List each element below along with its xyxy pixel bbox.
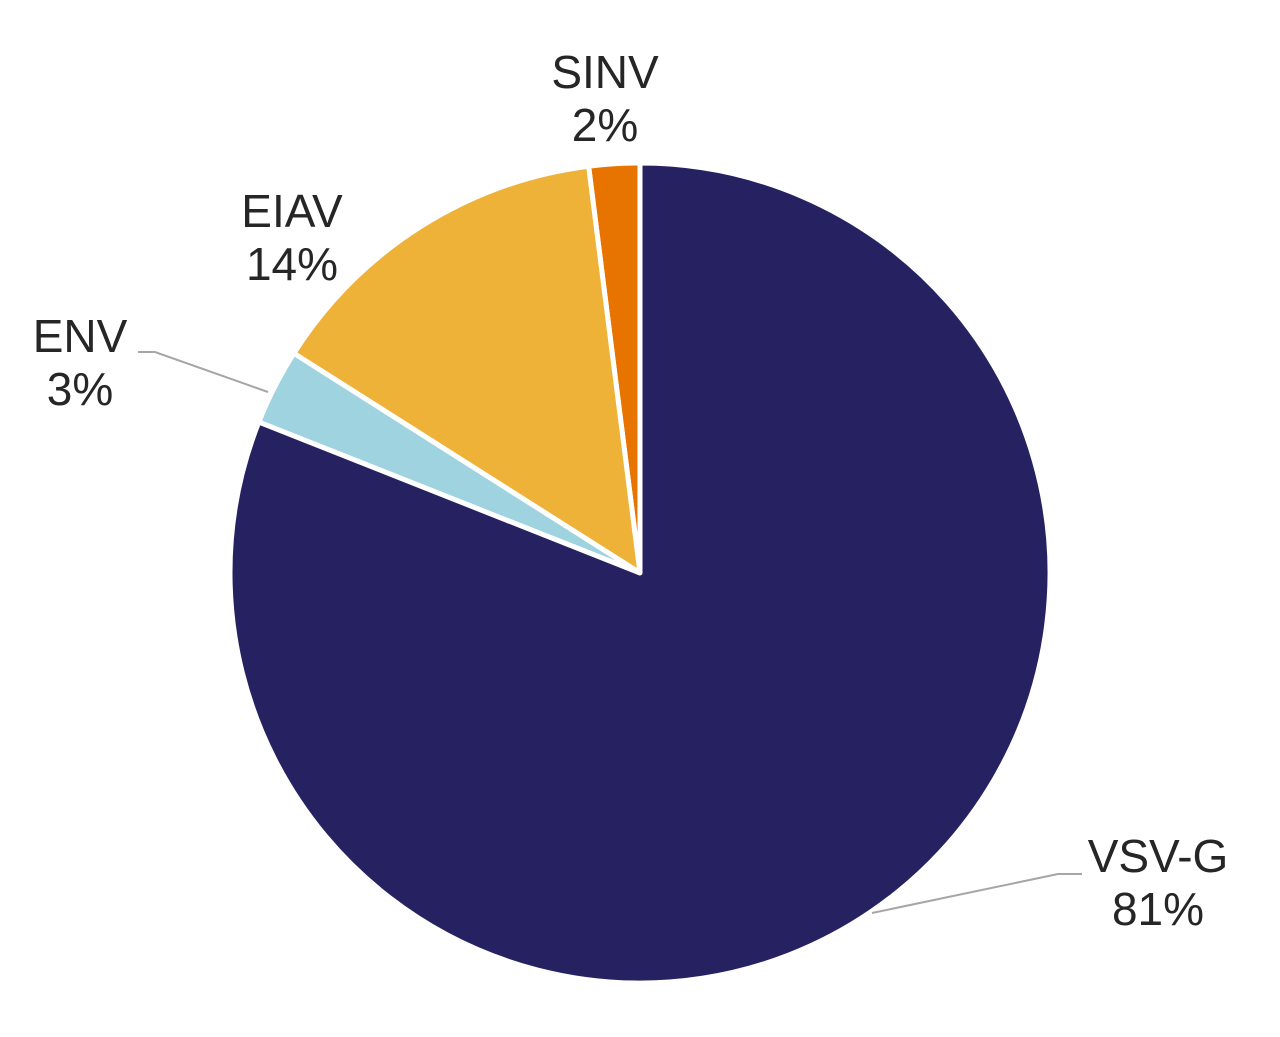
- label-value-sinv: 2%: [572, 99, 638, 151]
- label-name-vsv-g: VSV-G: [1088, 830, 1229, 882]
- slice-vsv-g: [227, 160, 1053, 986]
- label-name-env: ENV: [33, 310, 128, 362]
- label-name-sinv: SINV: [551, 46, 659, 98]
- label-value-env: 3%: [47, 363, 113, 415]
- label-name-eiav: EIAV: [241, 185, 343, 237]
- label-value-eiav: 14%: [246, 238, 338, 290]
- leader-line-env: [138, 351, 269, 393]
- leader-line-vsv-g: [871, 873, 1082, 914]
- leader-lines: [138, 351, 1082, 914]
- slice-eiav: [291, 163, 643, 576]
- pie-slices: [227, 160, 1053, 986]
- label-value-vsv-g: 81%: [1112, 883, 1204, 935]
